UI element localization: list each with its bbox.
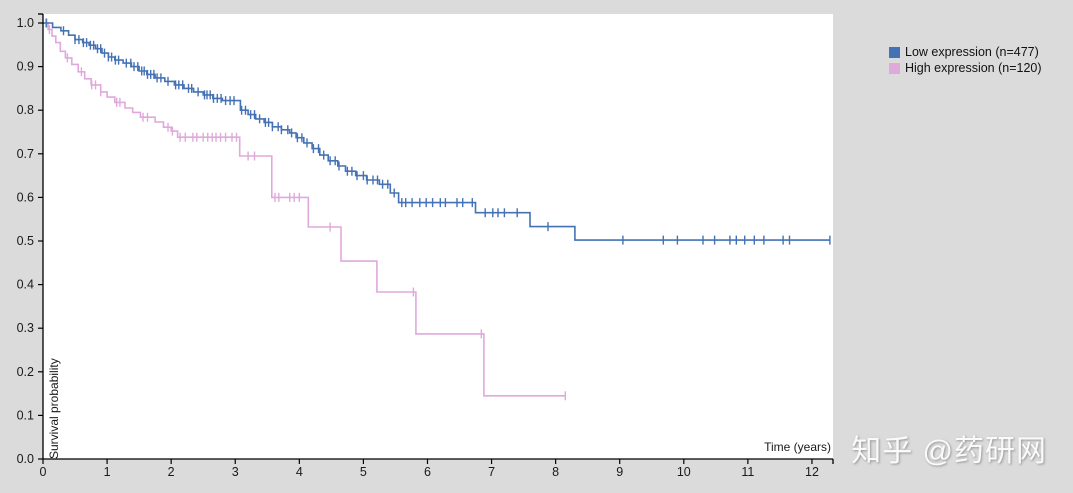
- survival-curve-high: [43, 22, 566, 397]
- x-tick-label: 11: [741, 465, 754, 479]
- legend-swatch-high-icon: [889, 62, 900, 74]
- x-tick-label: 4: [296, 465, 303, 479]
- x-tick-label: 1: [104, 465, 111, 479]
- x-tick-label: 12: [805, 465, 819, 479]
- y-axis-title: Survival probability: [47, 358, 61, 459]
- x-tick-label: 8: [552, 465, 559, 479]
- y-tick-label: 0.6: [17, 190, 34, 204]
- legend-item-low-expression: Low expression (n=477): [889, 44, 1042, 60]
- legend-label-high: High expression (n=120): [905, 61, 1042, 75]
- y-tick-label: 0.4: [17, 278, 34, 292]
- x-tick-label: 3: [232, 465, 239, 479]
- legend-swatch-low-icon: [889, 46, 900, 58]
- y-tick-label: 0.9: [17, 60, 34, 74]
- y-tick-label: 0.1: [17, 408, 34, 422]
- legend: Low expression (n=477) High expression (…: [889, 44, 1042, 76]
- y-tick-label: 0.7: [17, 147, 34, 161]
- x-tick-label: 6: [424, 465, 431, 479]
- y-tick-label: 0.0: [17, 452, 34, 466]
- x-tick-label: 10: [677, 465, 691, 479]
- y-tick-label: 0.3: [17, 321, 34, 335]
- legend-item-high-expression: High expression (n=120): [889, 60, 1042, 76]
- plot-area: [43, 14, 833, 459]
- y-tick-label: 0.5: [17, 234, 34, 248]
- y-tick-label: 0.2: [17, 365, 34, 379]
- x-tick-label: 0: [40, 465, 47, 479]
- y-tick-label: 0.8: [17, 103, 34, 117]
- x-tick-label: 7: [488, 465, 495, 479]
- x-axis-title: Time (years): [764, 440, 831, 454]
- x-tick-label: 2: [168, 465, 175, 479]
- censor-marks-low: [45, 18, 831, 245]
- watermark-text: 知乎 @药研网: [851, 435, 1047, 468]
- x-tick-label: 9: [616, 465, 623, 479]
- y-tick-label: 1.0: [17, 16, 34, 30]
- x-tick-label: 5: [360, 465, 367, 479]
- legend-label-low: Low expression (n=477): [905, 45, 1039, 59]
